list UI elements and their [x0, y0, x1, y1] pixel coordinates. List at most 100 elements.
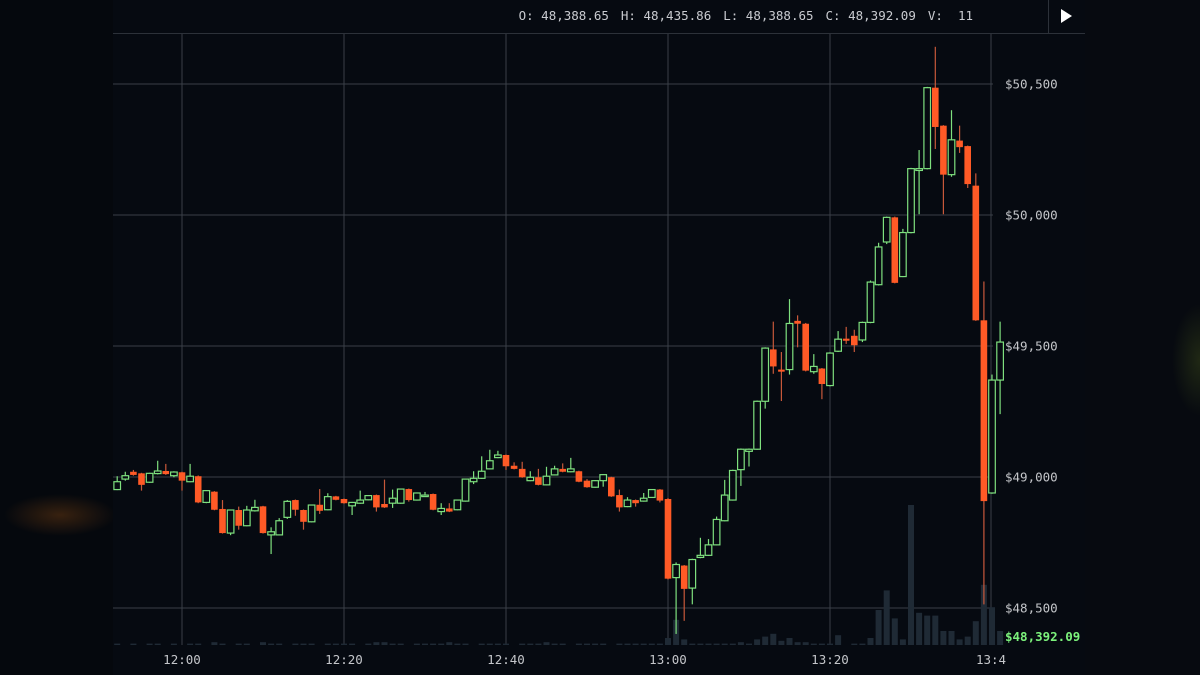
- candle: [599, 474, 608, 487]
- candle-body: [639, 497, 648, 502]
- candle-body: [242, 509, 251, 527]
- candle-body: [235, 510, 242, 526]
- candle: [485, 449, 494, 470]
- high-value: H: 48,435.86: [620, 8, 712, 23]
- ohlc-header: O: 48,388.65 H: 48,435.86 L: 48,388.65 C: 4…: [113, 0, 1085, 34]
- volume-bar: [268, 643, 275, 645]
- volume-bar: [640, 643, 647, 645]
- candle: [138, 472, 145, 491]
- volume-bar: [972, 621, 979, 645]
- candle: [566, 457, 575, 473]
- candle: [956, 125, 963, 153]
- candle: [728, 469, 737, 501]
- candle: [469, 471, 478, 485]
- candle: [736, 448, 745, 486]
- volume-bar: [486, 643, 493, 645]
- candle-body: [632, 500, 639, 504]
- volume-bar: [308, 643, 315, 645]
- candle: [778, 352, 785, 402]
- volume-bar: [527, 643, 534, 645]
- volume-bar: [656, 643, 663, 645]
- volume-bar: [146, 643, 153, 645]
- volume-bar: [713, 643, 720, 645]
- volume-bar: [195, 643, 202, 645]
- candle: [672, 562, 680, 634]
- candle-body: [704, 544, 713, 556]
- candle-body: [275, 520, 284, 536]
- candle: [559, 463, 566, 473]
- candle-body: [485, 460, 494, 470]
- candle-body: [988, 379, 996, 494]
- candle-body: [923, 87, 932, 170]
- volume-bar: [632, 643, 639, 645]
- candle: [259, 505, 267, 534]
- candle: [980, 281, 988, 605]
- candle-body: [162, 470, 170, 475]
- candle: [429, 493, 437, 511]
- candle: [194, 475, 202, 504]
- candle-body: [251, 506, 259, 512]
- candle-body: [745, 448, 753, 452]
- volume-bar: [413, 643, 420, 645]
- candle: [413, 492, 421, 501]
- volume-bar: [867, 638, 874, 645]
- candle-body: [307, 504, 316, 523]
- y-tick-label: $49,500: [1005, 339, 1058, 354]
- candle-body: [664, 499, 672, 579]
- candle: [770, 321, 777, 374]
- candle: [219, 500, 226, 534]
- volume-bar: [891, 618, 898, 645]
- candle: [818, 368, 826, 400]
- candle-body: [550, 468, 559, 476]
- chart-panel: [113, 0, 1085, 675]
- x-tick-label: 13:4: [976, 652, 1006, 667]
- volume-bar: [778, 640, 785, 645]
- candle-body: [542, 475, 551, 486]
- candle: [283, 500, 292, 519]
- candle: [340, 498, 348, 504]
- volume-bar: [770, 633, 777, 645]
- candle: [494, 450, 502, 459]
- candle-body: [145, 472, 154, 483]
- candle-body: [405, 489, 413, 501]
- candle-body: [778, 369, 785, 372]
- open-value: O: 48,388.65: [518, 8, 609, 23]
- candle: [785, 299, 794, 375]
- candle-body: [680, 565, 688, 589]
- candle-body: [130, 471, 137, 475]
- volume-bar: [130, 643, 137, 645]
- volume-bar: [543, 642, 550, 645]
- volume-bar: [397, 643, 404, 645]
- candle-body: [219, 508, 226, 534]
- candle: [202, 490, 211, 504]
- candle: [396, 488, 405, 504]
- volume-bar: [729, 643, 736, 645]
- volume-bar: [584, 643, 590, 645]
- candle: [364, 495, 373, 501]
- candle-body: [211, 491, 218, 510]
- candle-body: [915, 168, 923, 172]
- volume-bar: [980, 584, 987, 645]
- volume-bar: [365, 643, 372, 645]
- candle: [874, 242, 883, 286]
- candle: [932, 46, 939, 149]
- candle-body: [121, 475, 130, 480]
- candle: [170, 471, 178, 478]
- candle: [882, 216, 891, 245]
- candle: [235, 506, 242, 530]
- candle-body: [494, 454, 502, 459]
- candle: [745, 448, 753, 467]
- candle-body: [720, 494, 729, 522]
- candle: [680, 565, 688, 621]
- volume-bar: [997, 631, 1004, 645]
- candle: [356, 490, 365, 504]
- candle-body: [736, 448, 745, 471]
- candle: [162, 463, 170, 475]
- volume-bar: [899, 639, 906, 645]
- candle-body: [381, 503, 388, 508]
- x-tick-label: 12:40: [487, 652, 525, 667]
- play-icon[interactable]: [1061, 9, 1072, 23]
- volume-bar: [689, 643, 696, 645]
- candle: [761, 347, 770, 409]
